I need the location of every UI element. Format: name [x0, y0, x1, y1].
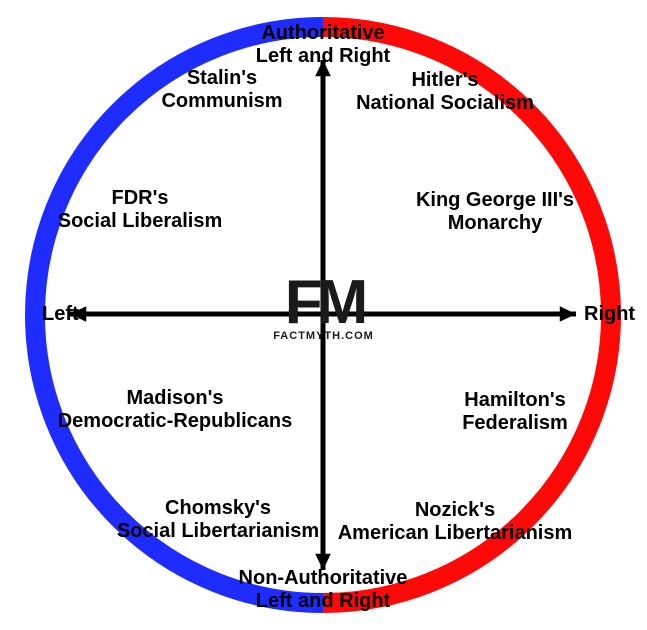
- logo-sub-text: FACTMYTH.COM: [273, 330, 374, 342]
- ideology-label: Hamilton's Federalism: [462, 389, 568, 435]
- axis-label-top: Authoritative Left and Right: [256, 22, 390, 68]
- axis-label-right: Right: [584, 303, 635, 325]
- center-logo: FM FACTMYTH.COM: [273, 278, 374, 342]
- axis-label-bottom: Non-Authoritative Left and Right: [239, 567, 408, 613]
- axis-label-left: Left: [42, 303, 79, 325]
- ideology-label: Chomsky's Social Libertarianism: [117, 497, 319, 543]
- logo-fm-text: FM: [273, 278, 374, 328]
- ideology-label: FDR's Social Liberalism: [58, 187, 223, 233]
- ideology-label: Hitler's National Socialism: [356, 69, 534, 115]
- ideology-label: King George III's Monarchy: [416, 189, 574, 235]
- ideology-label: Stalin's Communism: [161, 67, 282, 113]
- ideology-label: Madison's Democratic-Republicans: [58, 387, 293, 433]
- ideology-label: Nozick's American Libertarianism: [338, 499, 573, 545]
- diagram-stage: FM FACTMYTH.COM Left Right Authoritative…: [0, 0, 647, 630]
